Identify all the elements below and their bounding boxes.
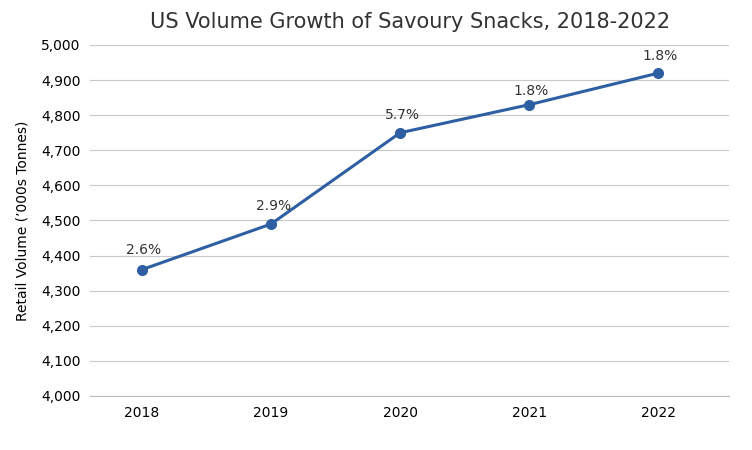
Text: 5.7%: 5.7% xyxy=(385,108,420,122)
Y-axis label: Retail Volume (’000s Tonnes): Retail Volume (’000s Tonnes) xyxy=(16,120,30,321)
Text: 2.6%: 2.6% xyxy=(126,243,162,257)
Title: US Volume Growth of Savoury Snacks, 2018-2022: US Volume Growth of Savoury Snacks, 2018… xyxy=(150,12,670,32)
Text: 1.8%: 1.8% xyxy=(514,84,549,98)
Text: 2.9%: 2.9% xyxy=(256,199,291,213)
Text: 1.8%: 1.8% xyxy=(643,49,678,63)
